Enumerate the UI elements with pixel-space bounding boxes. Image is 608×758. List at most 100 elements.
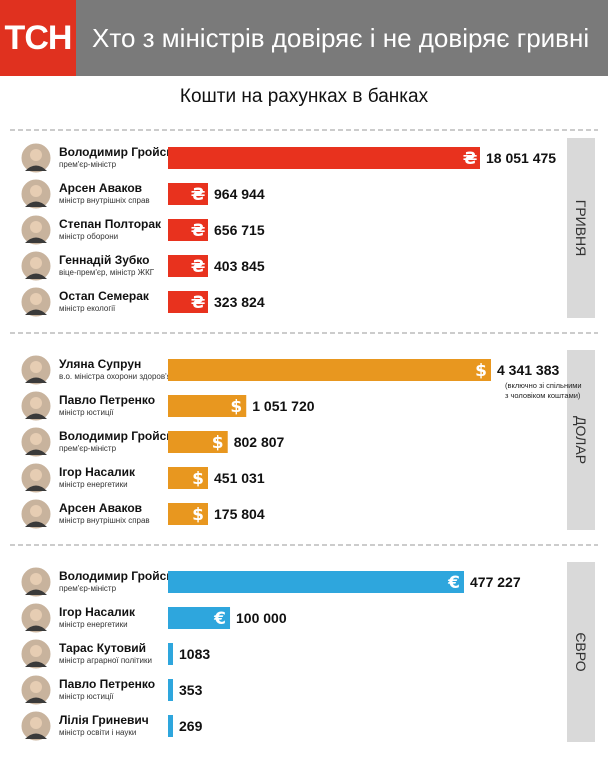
header-bar: ТСН Хто з міністрів довіряє і не довіряє… [0, 0, 608, 76]
minister-role: міністр внутрішніх справ [59, 516, 150, 525]
currency-symbol: ₴ [191, 257, 206, 277]
avatar-face [30, 185, 42, 197]
currency-symbol: ₴ [463, 149, 478, 169]
minister-name: Павло Петренко [59, 393, 155, 407]
data-label: 656 715 [214, 222, 265, 238]
currency-label-panel [567, 350, 595, 530]
minister-name: Арсен Аваков [59, 181, 142, 195]
avatar-shoulders [25, 273, 47, 279]
minister-role: міністр юстиції [59, 692, 114, 701]
avatar-face [30, 717, 42, 729]
currency-symbol: $ [475, 361, 487, 381]
minister-name: Павло Петренко [59, 677, 155, 691]
tsn-logo: ТСН [0, 0, 76, 76]
minister-name: Остап Семерак [59, 289, 150, 303]
avatar-face [30, 397, 42, 409]
minister-name: Геннадій Зубко [59, 253, 149, 267]
avatar-face [30, 469, 42, 481]
bar [168, 467, 208, 489]
minister-role: міністр внутрішніх справ [59, 196, 150, 205]
bar [168, 571, 464, 593]
minister-role: в.о. міністра охорони здоров'я [59, 372, 171, 381]
bar [168, 183, 208, 205]
currency-label: ГРИВНЯ [573, 200, 589, 257]
minister-name: Тарас Кутовий [59, 641, 146, 655]
avatar-face [30, 645, 42, 657]
currency-label: ДОЛАР [573, 416, 589, 464]
avatar-face [30, 149, 42, 161]
bar [168, 431, 228, 453]
avatar-shoulders [25, 733, 47, 739]
minister-name: Уляна Супрун [59, 357, 141, 371]
currency-symbol: $ [192, 469, 204, 489]
minister-role: віце-прем'єр, міністр ЖКГ [59, 268, 155, 277]
minister-name: Ігор Насалик [59, 465, 136, 479]
bar [168, 607, 231, 629]
minister-role: прем'єр-міністр [59, 160, 117, 169]
avatar-face [30, 505, 42, 517]
currency-label: ЄВРО [573, 632, 589, 671]
data-label: 269 [179, 718, 203, 734]
minister-name: Володимир Гройсман [59, 145, 189, 159]
currency-symbol: ₴ [191, 221, 206, 241]
minister-role: міністр екології [59, 304, 116, 313]
chart-title: Кошти на рахунках в банках [179, 86, 429, 107]
avatar-shoulders [25, 661, 47, 667]
bar [168, 503, 208, 525]
minister-name: Володимир Гройсман [59, 569, 189, 583]
minister-name: Степан Полторак [59, 217, 162, 231]
avatar-face [30, 221, 42, 233]
data-label: 451 031 [214, 470, 265, 486]
avatar-shoulders [25, 377, 47, 383]
avatar-shoulders [25, 309, 47, 315]
footnote: (включно зі спільними [505, 381, 582, 390]
minister-name: Лілія Гриневич [59, 713, 149, 727]
minister-role: прем'єр-міністр [59, 444, 117, 453]
avatar-shoulders [25, 485, 47, 491]
minister-role: міністр аграрної політики [59, 656, 152, 665]
minister-role: міністр освіти і науки [59, 728, 136, 737]
avatar-shoulders [25, 521, 47, 527]
avatar-face [30, 433, 42, 445]
currency-symbol: $ [192, 505, 204, 525]
avatar-face [30, 361, 42, 373]
data-label: 4 341 383 [497, 362, 559, 378]
bar [168, 291, 208, 313]
data-label: 1083 [179, 646, 210, 662]
page-title: Хто з міністрів довіряє і не довіряє гри… [92, 23, 590, 53]
avatar-shoulders [25, 697, 47, 703]
bar [168, 255, 208, 277]
minister-name: Арсен Аваков [59, 501, 142, 515]
currency-symbol: € [447, 573, 460, 593]
currency-symbol: $ [230, 397, 242, 417]
currency-symbol: € [213, 609, 226, 629]
avatar-shoulders [25, 201, 47, 207]
data-label: 175 804 [214, 506, 265, 522]
avatar-shoulders [25, 165, 47, 171]
avatar-face [30, 609, 42, 621]
logo-text: ТСН [4, 18, 73, 57]
avatar-shoulders [25, 237, 47, 243]
avatar-face [30, 257, 42, 269]
data-label: 18 051 475 [486, 150, 556, 166]
data-label: 1 051 720 [252, 398, 314, 414]
data-label: 353 [179, 682, 203, 698]
currency-label-panel [567, 562, 595, 742]
currency-symbol: ₴ [191, 185, 206, 205]
bar [168, 359, 491, 381]
currency-label-panel [567, 138, 595, 318]
data-label: 964 944 [214, 186, 265, 202]
bar [168, 219, 208, 241]
data-label: 323 824 [214, 294, 265, 310]
minister-role: міністр юстиції [59, 408, 114, 417]
bar [168, 715, 173, 737]
bar [168, 395, 247, 417]
minister-name: Ігор Насалик [59, 605, 136, 619]
avatar-shoulders [25, 589, 47, 595]
data-label: 477 227 [470, 574, 521, 590]
bar [168, 643, 173, 665]
avatar-face [30, 681, 42, 693]
bar [168, 147, 480, 169]
currency-symbol: ₴ [191, 293, 206, 313]
